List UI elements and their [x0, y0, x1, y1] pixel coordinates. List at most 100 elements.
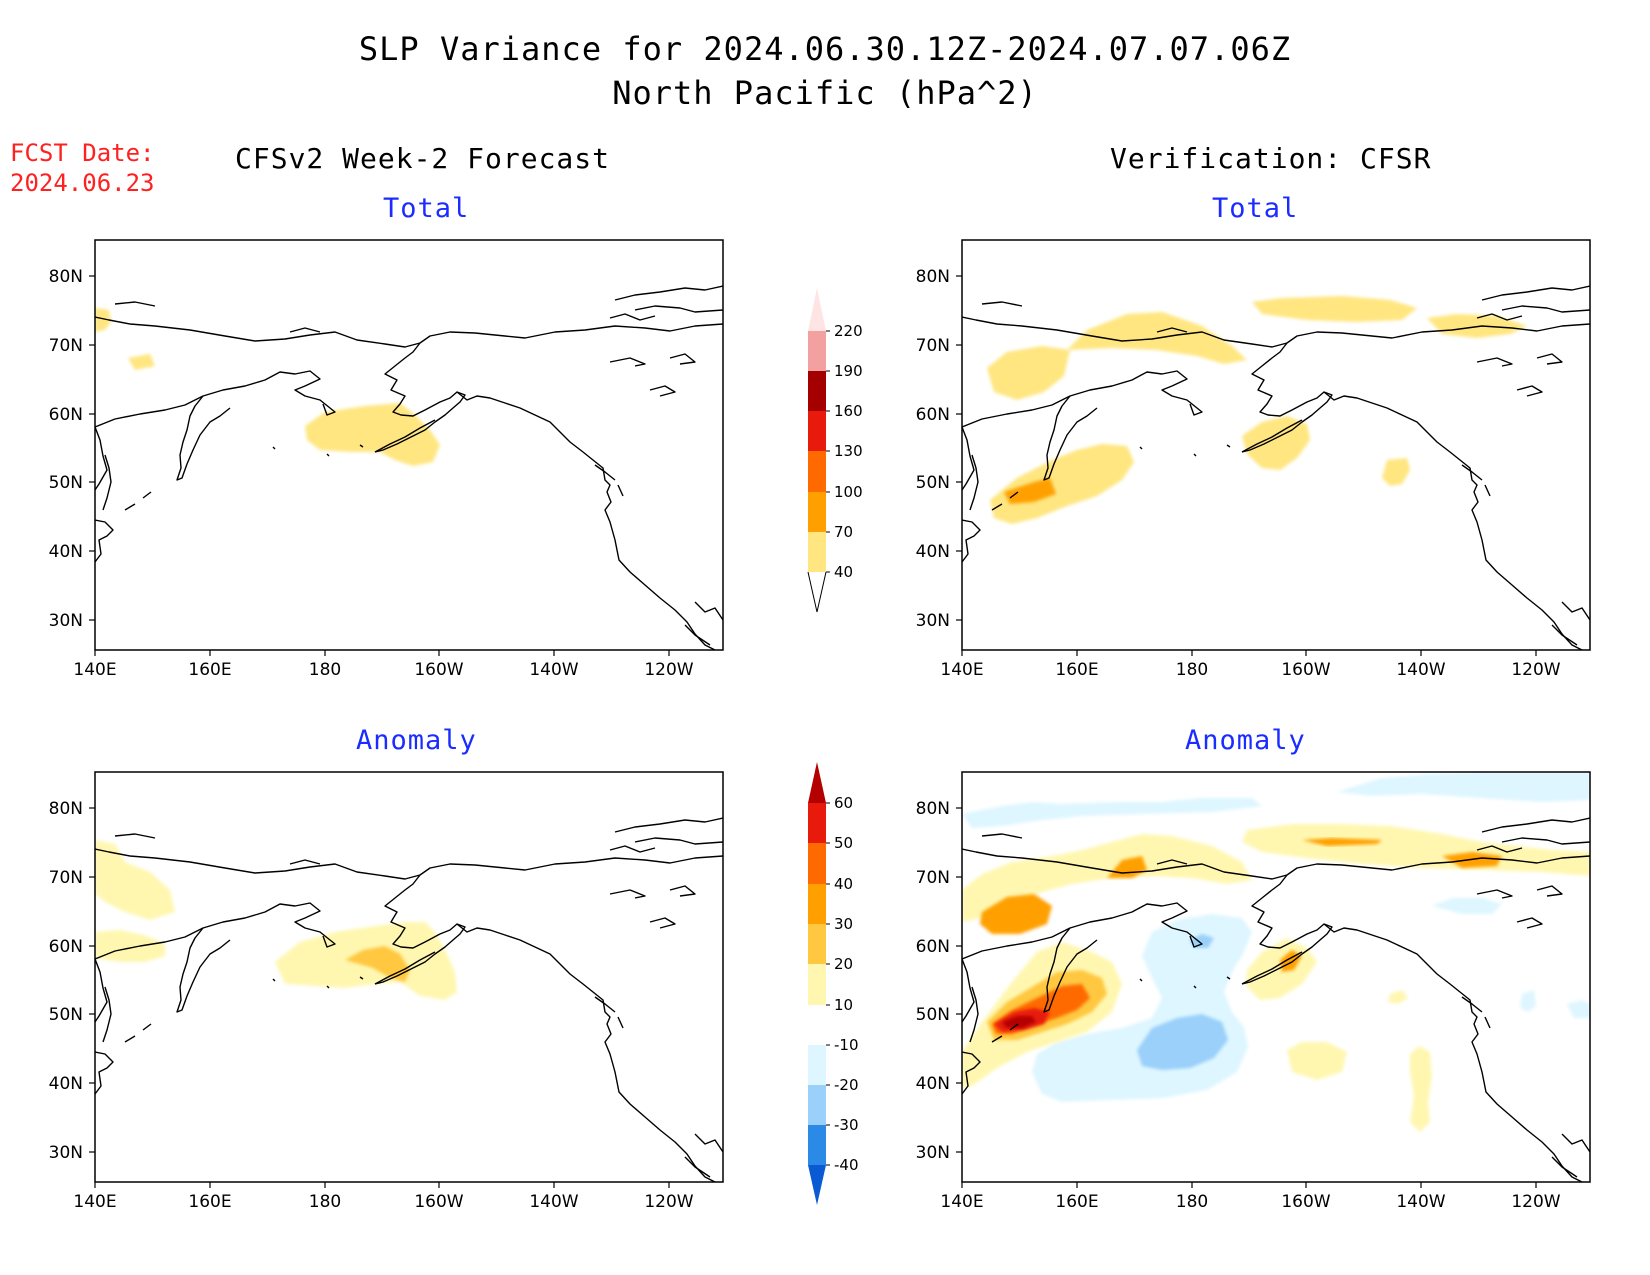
panel-title-forecast-anomaly: Anomaly	[356, 725, 477, 756]
shaded-region	[1252, 296, 1417, 322]
shaded-region	[95, 930, 165, 962]
lon-tick-label: 120W	[644, 660, 693, 680]
lat-tick-label: 80N	[49, 267, 83, 287]
shaded-region	[1004, 478, 1056, 504]
lat-tick-label: 70N	[49, 868, 83, 888]
shaded-region	[1410, 1046, 1432, 1132]
lat-tick-label: 30N	[916, 611, 950, 631]
colorbar-label: 220	[834, 322, 863, 340]
coastline-paths	[962, 285, 1590, 650]
lat-tick-label: 40N	[916, 542, 950, 562]
lat-tick-label: 80N	[49, 799, 83, 819]
coastline-paths	[95, 285, 723, 650]
lat-tick-label: 50N	[916, 1005, 950, 1025]
map-frame	[961, 771, 1591, 1183]
lat-tick-label: 80N	[916, 799, 950, 819]
colorbar-segment	[808, 1085, 826, 1125]
colorbar-total: 40 70 100 130 160 190 220	[807, 288, 863, 613]
lon-tick-label: 140E	[73, 1192, 116, 1212]
colorbar-label: -10	[834, 1036, 859, 1054]
lat-tick-label: 60N	[49, 937, 83, 957]
colorbar-segment	[808, 451, 826, 492]
lat-tick-label: 80N	[916, 267, 950, 287]
lon-tick-label: 180	[1176, 1192, 1208, 1212]
lat-tick-label: 60N	[916, 405, 950, 425]
lon-tick-label: 180	[309, 1192, 341, 1212]
lon-tick-label: 160E	[188, 1192, 231, 1212]
colorbar-label: 20	[834, 955, 853, 973]
lat-tick-label: 30N	[49, 611, 83, 631]
colorbar-label: 40	[834, 563, 853, 581]
lat-tick-label: 40N	[49, 542, 83, 562]
map-frame	[94, 771, 724, 1183]
lat-tick-label: 50N	[916, 473, 950, 493]
shaded-region	[345, 946, 410, 982]
colorbar-label: 190	[834, 362, 863, 380]
forecast-date-block: FCST Date: 2024.06.23	[10, 138, 155, 198]
shaded-region	[95, 840, 175, 920]
lon-tick-label: 140W	[1396, 660, 1445, 680]
lat-tick-label: 60N	[49, 405, 83, 425]
panel-title-verification-total: Total	[1212, 193, 1299, 224]
main-title: SLP Variance for 2024.06.30.12Z-2024.07.…	[358, 30, 1292, 68]
shaded-region	[128, 354, 155, 370]
lon-tick-label: 160E	[188, 660, 231, 680]
lon-tick-label: 160W	[414, 1192, 463, 1212]
colorbar-segment	[808, 1045, 826, 1085]
colorbar-segment	[808, 288, 826, 331]
colorbar-label: 60	[834, 794, 853, 812]
lat-tick-label: 50N	[49, 473, 83, 493]
colorbar-label: -40	[834, 1156, 859, 1174]
coastline-paths	[962, 817, 1590, 1182]
shaded-region	[1287, 1042, 1347, 1080]
shaded-region	[1137, 1014, 1228, 1070]
colorbar-anomaly: -40 -30 -20 -10 10 20 30 40 50 60	[808, 762, 859, 1205]
shaded-region	[1302, 838, 1382, 846]
colorbar-label: 10	[834, 996, 853, 1014]
lat-tick-label: 70N	[916, 336, 950, 356]
lat-tick-label: 30N	[49, 1143, 83, 1163]
shaded-region	[1337, 772, 1590, 802]
right-column-title: Verification: CFSR	[1110, 142, 1432, 175]
panel-title-forecast-total: Total	[383, 193, 470, 224]
lat-tick-label: 60N	[916, 937, 950, 957]
shaded-region	[962, 798, 1262, 828]
colorbar-label: 30	[834, 915, 853, 933]
colorbar-label: 100	[834, 483, 863, 501]
lon-tick-label: 120W	[644, 1192, 693, 1212]
shaded-region	[95, 308, 111, 332]
shaded-region	[1520, 990, 1536, 1012]
colorbar-segment	[808, 924, 826, 964]
colorbar-segment	[808, 371, 826, 411]
lon-tick-label: 160W	[1281, 1192, 1330, 1212]
shaded-region	[990, 444, 1134, 524]
shaded-region	[1432, 898, 1502, 914]
map-panel-verification-anomaly: 80N 70N 60N 50N 40N 30N 140E 160E 180 160W 140W 120…	[916, 771, 1591, 1212]
colorbar-segment	[808, 762, 826, 803]
lon-tick-label: 160E	[1055, 1192, 1098, 1212]
map-panel-forecast-total: 80N 70N 60N 50N 40N 30N 140E 160E 180 160W 140W 120…	[49, 239, 724, 680]
main-subtitle: North Pacific (hPa^2)	[612, 74, 1038, 112]
lon-tick-label: 140E	[73, 660, 116, 680]
shaded-region	[1242, 824, 1590, 876]
shaded-region	[1567, 1000, 1590, 1018]
colorbar-segment	[808, 1165, 826, 1205]
shaded-region	[987, 346, 1070, 400]
shaded-region	[1190, 934, 1214, 948]
lon-tick-label: 160E	[1055, 660, 1098, 680]
lon-tick-label: 120W	[1511, 660, 1560, 680]
shaded-region	[1388, 990, 1408, 1004]
lon-tick-label: 140W	[1396, 1192, 1445, 1212]
shaded-region	[1002, 1016, 1036, 1028]
lat-tick-label: 70N	[916, 868, 950, 888]
shaded-region	[305, 403, 440, 466]
colorbar-segment	[808, 1005, 826, 1045]
map-panel-verification-total: 80N 70N 60N 50N 40N 30N 140E 160E 180 160W 140W 120…	[916, 239, 1591, 680]
lat-tick-label: 50N	[49, 1005, 83, 1025]
map-panel-forecast-anomaly: 80N 70N 60N 50N 40N 30N 140E 160E 180 160W 140W 120…	[49, 771, 724, 1212]
colorbar-label: -20	[834, 1076, 859, 1094]
map-frame	[94, 239, 724, 651]
lon-tick-label: 140E	[940, 660, 983, 680]
lon-tick-label: 160W	[414, 660, 463, 680]
lon-tick-label: 120W	[1511, 1192, 1560, 1212]
